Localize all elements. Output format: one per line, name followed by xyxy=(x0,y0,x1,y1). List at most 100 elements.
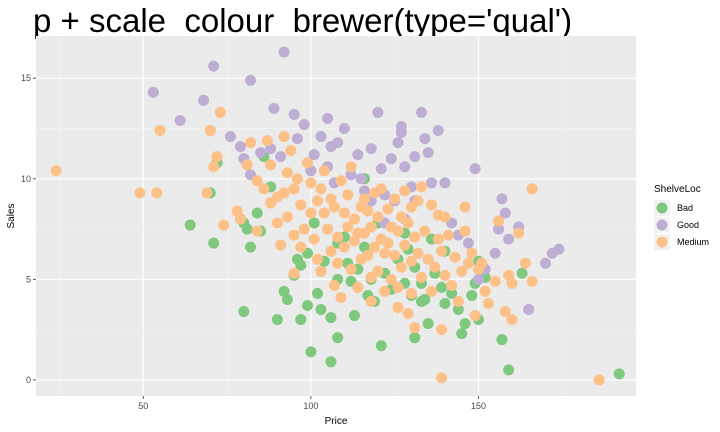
point-medium xyxy=(261,135,273,147)
point-good xyxy=(439,177,451,189)
y-axis-label: Sales xyxy=(6,203,17,228)
point-good xyxy=(268,102,280,114)
point-bad xyxy=(251,207,263,219)
point-medium xyxy=(265,159,277,171)
point-good xyxy=(308,149,320,161)
point-medium xyxy=(271,217,283,229)
point-good xyxy=(147,86,159,98)
point-good xyxy=(469,163,481,175)
point-medium xyxy=(409,322,421,334)
point-medium xyxy=(208,161,220,173)
point-bad xyxy=(452,304,464,316)
legend-label-medium: Medium xyxy=(677,237,709,247)
point-medium xyxy=(288,267,300,279)
point-medium xyxy=(285,145,297,157)
point-medium xyxy=(479,285,491,297)
point-medium xyxy=(513,227,525,239)
point-good xyxy=(245,74,257,86)
point-good xyxy=(496,193,508,205)
point-good xyxy=(523,304,535,316)
point-medium xyxy=(332,231,344,243)
point-medium xyxy=(201,187,213,199)
point-bad xyxy=(184,219,196,231)
point-good xyxy=(493,223,505,235)
point-medium xyxy=(372,265,384,277)
point-good xyxy=(315,131,327,143)
point-good xyxy=(399,161,411,173)
point-medium xyxy=(489,275,501,287)
point-good xyxy=(395,121,407,133)
legend-marker-bad xyxy=(656,202,668,214)
point-bad xyxy=(466,289,478,301)
point-medium xyxy=(449,251,461,263)
point-medium xyxy=(405,287,417,299)
point-good xyxy=(415,106,427,118)
point-good xyxy=(385,153,397,165)
point-good xyxy=(198,94,210,106)
point-good xyxy=(375,163,387,175)
point-medium xyxy=(154,125,166,137)
point-medium xyxy=(419,225,431,237)
point-good xyxy=(489,247,501,259)
legend-label-bad: Bad xyxy=(677,203,693,213)
point-bad xyxy=(312,287,324,299)
point-medium xyxy=(352,281,364,293)
chart-title: p + scale_colour_brewer(type='qual') xyxy=(33,2,572,39)
point-bad xyxy=(295,259,307,271)
point-medium xyxy=(305,207,317,219)
point-bad xyxy=(325,312,337,324)
point-medium xyxy=(362,249,374,261)
point-medium xyxy=(379,285,391,297)
point-medium xyxy=(281,211,293,223)
point-good xyxy=(499,207,511,219)
point-medium xyxy=(506,277,518,289)
point-medium xyxy=(281,167,293,179)
legend-label-good: Good xyxy=(677,220,699,230)
point-medium xyxy=(426,199,438,211)
point-medium xyxy=(429,261,441,273)
point-good xyxy=(322,112,334,124)
point-medium xyxy=(302,157,314,169)
point-good xyxy=(358,185,370,197)
point-medium xyxy=(365,295,377,307)
point-medium xyxy=(251,175,263,187)
point-medium xyxy=(338,207,350,219)
point-medium xyxy=(493,215,505,227)
point-medium xyxy=(278,187,290,199)
point-bad xyxy=(281,293,293,305)
point-medium xyxy=(345,263,357,275)
y-tick-label: 15 xyxy=(21,73,31,83)
point-medium xyxy=(469,310,481,322)
point-bad xyxy=(208,237,220,249)
point-medium xyxy=(389,193,401,205)
point-medium xyxy=(211,151,223,163)
point-medium xyxy=(308,233,320,245)
point-bad xyxy=(325,356,337,368)
axis-ticks: 50 100 150 0 5 10 15 xyxy=(21,73,486,411)
point-medium xyxy=(426,285,438,297)
point-good xyxy=(338,123,350,135)
point-medium xyxy=(315,183,327,195)
point-bad xyxy=(295,314,307,326)
point-medium xyxy=(459,201,471,213)
point-medium xyxy=(439,269,451,281)
point-medium xyxy=(362,205,374,217)
point-medium xyxy=(382,203,394,215)
point-bad xyxy=(375,340,387,352)
point-medium xyxy=(318,207,330,219)
point-good xyxy=(332,137,344,149)
point-medium xyxy=(312,195,324,207)
x-tick-label: 150 xyxy=(471,401,486,411)
point-good xyxy=(208,60,220,72)
point-medium xyxy=(291,173,303,185)
point-bad xyxy=(332,332,344,344)
point-good xyxy=(291,133,303,145)
point-medium xyxy=(365,221,377,233)
point-medium xyxy=(446,279,458,291)
point-medium xyxy=(456,265,468,277)
point-medium xyxy=(459,225,471,237)
point-medium xyxy=(415,181,427,193)
point-medium xyxy=(405,255,417,267)
point-good xyxy=(345,169,357,181)
point-bad xyxy=(308,217,320,229)
